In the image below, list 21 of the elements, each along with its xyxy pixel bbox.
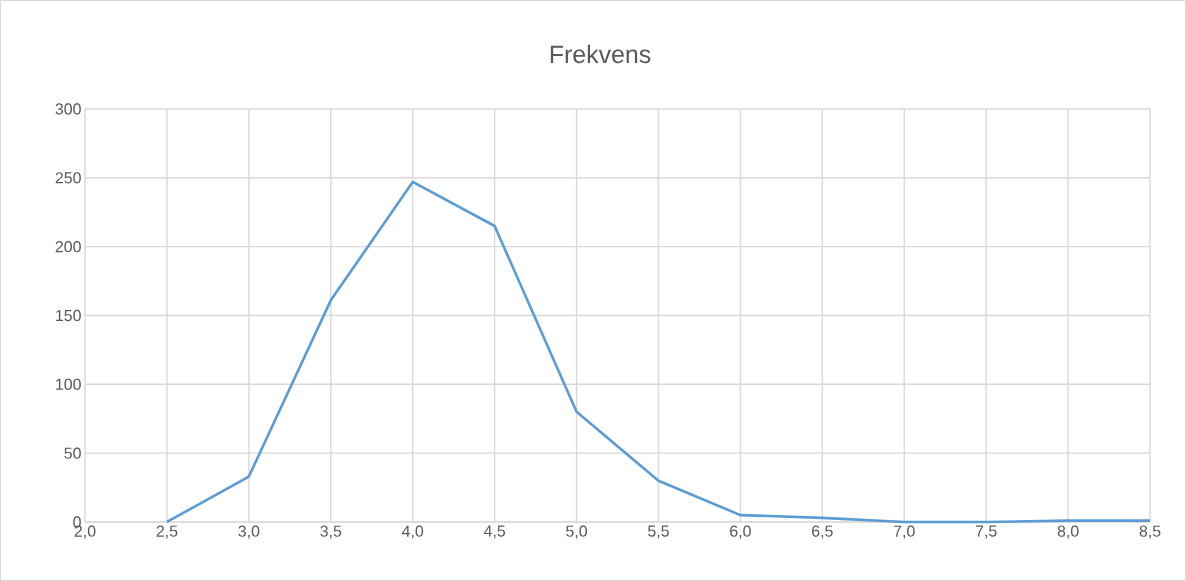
- x-tick-label: 3,5: [320, 525, 342, 539]
- x-tick-label: 6,0: [730, 525, 751, 539]
- x-tick-label: 3,0: [238, 525, 260, 539]
- y-tick-label: 100: [56, 378, 81, 390]
- y-tick-label: 250: [55, 172, 81, 184]
- x-tick-label: 5,5: [648, 525, 669, 539]
- line-series: [165, 180, 1152, 524]
- x-tick-label: 5,0: [566, 525, 587, 539]
- x-tick-label: 4,5: [483, 525, 506, 539]
- y-tick-label: 150: [56, 309, 81, 322]
- x-tick-label: 8,0: [1057, 525, 1079, 539]
- x-tick-label: 2,5: [156, 525, 178, 539]
- chart-title: Frekvens: [550, 44, 651, 64]
- x-tick-label: 7,0: [893, 525, 915, 539]
- y-tick-label: 200: [55, 241, 81, 253]
- x-tick-label: 6,5: [812, 525, 833, 539]
- y-tick-label: 300: [55, 103, 81, 115]
- x-tick-label: 8,5: [1139, 525, 1161, 539]
- x-tick-label: 7,5: [975, 525, 997, 539]
- x-tick-label: 4,0: [401, 525, 424, 539]
- y-tick-label: 50: [64, 447, 81, 459]
